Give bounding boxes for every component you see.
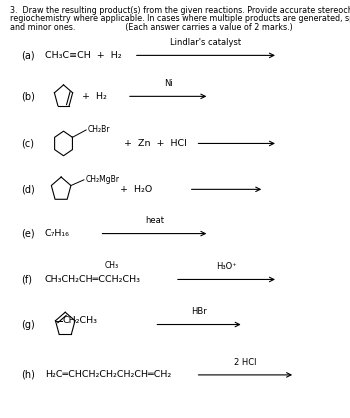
Text: (d): (d) [21, 184, 34, 194]
Text: (h): (h) [21, 370, 35, 380]
Text: CH₃: CH₃ [105, 261, 119, 270]
Text: 2 HCl: 2 HCl [234, 358, 257, 367]
Text: and minor ones.                    (Each answer carries a value of 2 marks.): and minor ones. (Each answer carries a v… [10, 23, 293, 32]
Text: +  H₂O: + H₂O [120, 185, 152, 194]
Text: C₇H₁₆: C₇H₁₆ [45, 229, 70, 238]
Text: heat: heat [145, 217, 164, 225]
Text: 3.  Draw the resulting product(s) from the given reactions. Provide accurate ste: 3. Draw the resulting product(s) from th… [10, 6, 350, 15]
Text: HBr: HBr [191, 307, 207, 316]
Text: H₃O⁺: H₃O⁺ [216, 262, 237, 271]
Text: +  Zn  +  HCl: + Zn + HCl [124, 139, 186, 148]
Text: (b): (b) [21, 92, 35, 101]
Text: +  H₂: + H₂ [82, 92, 107, 101]
Text: CH₃CH₂CH═CCH₂CH₃: CH₃CH₂CH═CCH₂CH₃ [45, 275, 141, 284]
Text: (g): (g) [21, 319, 34, 329]
Text: CH₂MgBr: CH₂MgBr [86, 175, 120, 184]
Text: CH₃C≡CH  +  H₂: CH₃C≡CH + H₂ [45, 51, 121, 60]
Text: H₂C═CHCH₂CH₂CH₂CH═CH₂: H₂C═CHCH₂CH₂CH₂CH═CH₂ [45, 370, 171, 380]
Text: regiochemistry where applicable. In cases where multiple products are generated,: regiochemistry where applicable. In case… [10, 14, 350, 23]
Text: (f): (f) [21, 275, 32, 285]
Text: (a): (a) [21, 51, 34, 60]
Text: (c): (c) [21, 138, 34, 148]
Text: CH₂Br: CH₂Br [88, 125, 110, 135]
Text: CH₂CH₃: CH₂CH₃ [63, 316, 98, 325]
Text: Lindlar's catalyst: Lindlar's catalyst [170, 38, 241, 47]
Text: (e): (e) [21, 229, 34, 239]
Text: Ni: Ni [164, 79, 173, 88]
